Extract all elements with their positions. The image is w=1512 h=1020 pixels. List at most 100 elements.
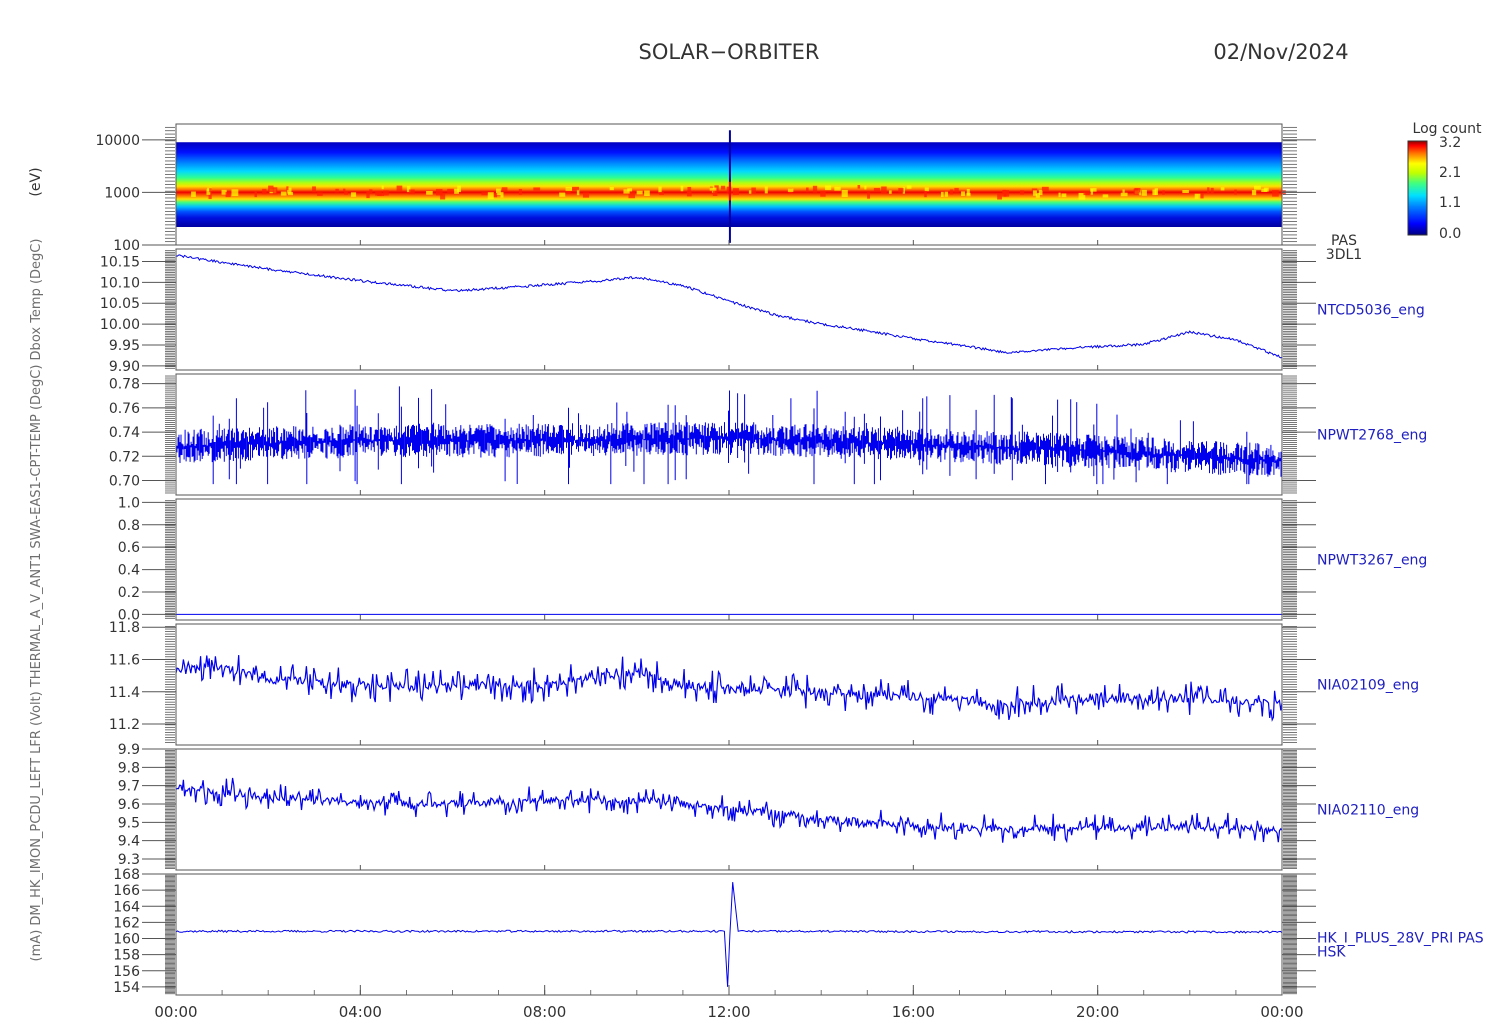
colorbar-tick-label: 2.1 — [1439, 165, 1461, 181]
x-tick-label: 08:00 — [523, 1003, 566, 1020]
spectrogram-texture — [1141, 189, 1147, 196]
x-tick-label: 04:00 — [339, 1003, 382, 1020]
spectrogram-texture — [812, 185, 818, 193]
spectrogram-texture — [582, 192, 590, 198]
spectrogram-texture — [286, 186, 289, 191]
spectrogram-texture — [709, 187, 717, 191]
panel-frame — [175, 498, 1283, 621]
spectrogram-texture — [944, 191, 949, 197]
colorbar-tick-label: 1.1 — [1439, 195, 1461, 211]
spectrogram-texture — [1038, 189, 1043, 196]
spectrogram-texture — [712, 189, 718, 196]
spectrogram-texture — [1120, 192, 1128, 197]
y-tick-label: 9.95 — [109, 338, 140, 354]
spectrogram-texture — [1033, 190, 1037, 196]
spectrogram-texture — [435, 188, 443, 196]
spectrogram-texture — [408, 189, 415, 195]
y-tick-label: 0.76 — [109, 401, 140, 417]
spectrogram-texture — [208, 192, 212, 200]
x-tick-label: 12:00 — [707, 1003, 750, 1020]
spectrogram-texture — [1102, 194, 1109, 198]
spectrogram-texture — [1019, 190, 1025, 195]
spectrogram-texture — [1253, 185, 1261, 190]
spectrogram-texture — [1220, 187, 1225, 191]
series-line — [175, 882, 1283, 987]
spectrogram-texture — [225, 192, 231, 198]
spectrogram-texture — [576, 189, 580, 196]
spectrogram-texture — [764, 186, 768, 194]
mission-title: SOLAR−ORBITER — [638, 40, 819, 64]
series-label: NTCD5036_eng — [1317, 303, 1425, 319]
y-tick-label: 0.4 — [118, 563, 140, 579]
spectrogram-texture — [686, 191, 692, 197]
spectrogram-texture — [867, 192, 870, 199]
spectrogram-texture — [1207, 187, 1210, 194]
spectrogram-texture — [1122, 189, 1125, 193]
spectrogram-texture — [1198, 193, 1204, 199]
y-tick-label: 0.0 — [118, 607, 140, 623]
spectrogram-texture — [906, 185, 912, 189]
x-tick-label: 20:00 — [1076, 1003, 1119, 1020]
spectrogram-texture — [820, 190, 826, 197]
y-tick-label: 168 — [113, 867, 140, 883]
spectrogram-texture — [383, 190, 389, 196]
spectrogram-texture — [888, 190, 892, 194]
spectrogram-texture — [1133, 188, 1139, 195]
spectrogram-texture — [344, 191, 348, 195]
y-tick-label: 158 — [113, 948, 140, 964]
spectrogram-texture — [1083, 191, 1090, 196]
y-tick-label: 11.4 — [109, 685, 140, 701]
spectrogram-texture — [254, 191, 257, 198]
spectrogram-texture — [628, 192, 636, 199]
spectrogram-texture — [997, 193, 1002, 200]
spectrogram-texture — [714, 185, 719, 192]
y-tick-label: 164 — [113, 899, 140, 915]
spectrogram-texture — [268, 185, 274, 192]
colorbar-title: Log count — [1413, 121, 1482, 137]
y-tick-label: 9.8 — [118, 760, 140, 776]
spectrogram-texture — [454, 188, 460, 194]
spectrogram-texture — [262, 188, 267, 195]
spectrogram-texture — [609, 187, 614, 191]
spectrogram-texture — [381, 185, 384, 190]
spectrogram-texture — [857, 185, 861, 189]
y-tick-label: 0.2 — [118, 585, 140, 601]
spectrogram-texture — [751, 187, 756, 194]
y-tick-label: 10.15 — [100, 255, 140, 271]
panel-side-label: PAS — [1331, 233, 1357, 249]
spectrogram-texture — [280, 191, 287, 196]
spectrogram-texture — [287, 187, 292, 194]
spectrogram-texture — [954, 187, 959, 193]
spectrogram-texture — [496, 188, 501, 196]
y-tick-label: 160 — [113, 932, 140, 948]
panel-frame — [175, 873, 1283, 996]
panel-NIA02109_eng: 11.8 11.6 11.4 11.2 NIA02109_eng — [109, 620, 1419, 746]
spectrogram-texture — [447, 188, 454, 193]
spectrogram-texture — [658, 186, 662, 193]
time-axis: 00:00 04:00 08:00 12:00 16:00 20:00 00:00 — [154, 240, 1304, 1020]
left-axis-label-stack: (mA) DM_HK_IMON_PCDU_LEFT LFR (Volt) THE… — [29, 239, 44, 962]
spectrogram-texture — [881, 186, 887, 194]
spectrogram-texture — [1194, 193, 1201, 199]
y-tick-label: 0.74 — [109, 425, 140, 441]
y-tick-label: 0.72 — [109, 449, 140, 465]
y-tick-label: 9.7 — [118, 779, 140, 795]
series-label: HK_I_PLUS_28V_PRI PAS — [1317, 931, 1484, 947]
spectrogram-texture — [1078, 192, 1086, 200]
spectrogram-texture — [343, 188, 346, 192]
spectrogram-texture — [687, 186, 692, 193]
spectrogram-texture — [500, 192, 504, 198]
spectrogram-texture — [518, 188, 523, 195]
y-tick-label: 9.5 — [118, 815, 140, 831]
spectrogram-texture — [1061, 193, 1067, 198]
spectrogram-texture — [834, 186, 841, 191]
series-label: HSK — [1317, 945, 1346, 961]
y-tick-label: 1.0 — [118, 495, 140, 511]
spectrogram-texture — [787, 188, 794, 192]
spectrogram-texture — [533, 187, 541, 191]
spectrogram-texture — [221, 189, 227, 195]
y-tick-label: 0.6 — [118, 540, 140, 556]
